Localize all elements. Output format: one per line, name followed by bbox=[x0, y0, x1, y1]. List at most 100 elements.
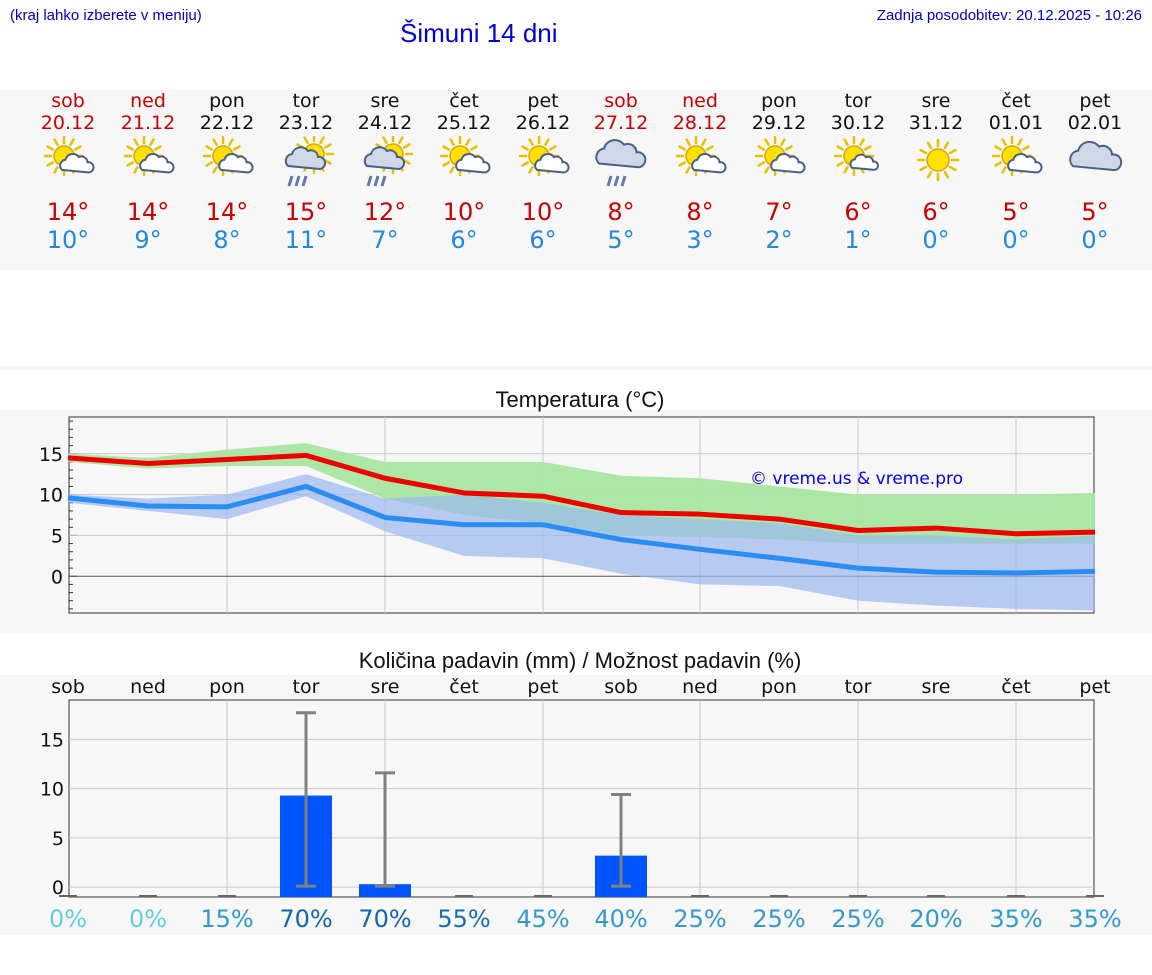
y-tick-label: 0 bbox=[51, 566, 63, 588]
sun-cloud-icon bbox=[991, 136, 1043, 177]
sun-cloud-rain-icon bbox=[284, 136, 335, 187]
y-tick-label: 15 bbox=[40, 729, 64, 751]
precip-probability: 25% bbox=[831, 905, 884, 933]
temperature-chart-title: Temperatura (°C) bbox=[495, 387, 665, 412]
precip-probability: 35% bbox=[989, 905, 1042, 933]
precipitation-chart: sob ned pon tor sre čet pet sob ned pon tor sre čet p… bbox=[40, 676, 1122, 933]
min-temperature: 10° bbox=[46, 226, 90, 254]
sun-small-cloud-icon bbox=[833, 136, 879, 177]
min-temperature: 11° bbox=[284, 226, 328, 254]
error-bar bbox=[611, 793, 631, 888]
min-temperature: 0° bbox=[922, 226, 950, 254]
max-temperature: 14° bbox=[205, 198, 249, 226]
precip-probability: 15% bbox=[200, 905, 253, 933]
error-bar bbox=[296, 711, 316, 888]
day-name: pon bbox=[761, 90, 797, 112]
cloud-icon bbox=[1069, 140, 1123, 172]
x-category-label: sob bbox=[51, 676, 85, 698]
day-date: 24.12 bbox=[357, 112, 413, 134]
error-bar bbox=[375, 771, 395, 888]
day-date: 01.01 bbox=[988, 112, 1044, 134]
x-category-label: pet bbox=[527, 676, 558, 698]
day-date: 30.12 bbox=[830, 112, 886, 134]
min-temperature: 6° bbox=[529, 226, 557, 254]
day-name: tor bbox=[292, 90, 320, 112]
min-temperature: 2° bbox=[765, 226, 793, 254]
max-temperature: 5° bbox=[1002, 198, 1030, 226]
min-temperature: 0° bbox=[1002, 226, 1030, 254]
precip-probability: 70% bbox=[279, 905, 332, 933]
max-temperature: 5° bbox=[1081, 198, 1109, 226]
y-tick-label: 15 bbox=[39, 444, 63, 466]
day-date: 20.12 bbox=[40, 112, 96, 134]
precip-probability: 0% bbox=[129, 905, 167, 933]
sun-cloud-icon bbox=[675, 136, 727, 177]
x-category-label: čet bbox=[449, 676, 479, 698]
day-name: sob bbox=[604, 90, 638, 112]
min-temperature: 7° bbox=[371, 226, 399, 254]
day-date: 26.12 bbox=[515, 112, 571, 134]
max-temperature-line bbox=[67, 452, 1096, 537]
temperature-chart: 0 5 10 15 © vreme.us & vreme.pro bbox=[39, 416, 1096, 614]
day-name: sre bbox=[921, 90, 951, 112]
day-date: 22.12 bbox=[199, 112, 255, 134]
day-name: pet bbox=[1079, 90, 1111, 112]
max-temperature: 14° bbox=[46, 198, 90, 226]
y-tick-label: 5 bbox=[52, 828, 64, 850]
x-category-label: ned bbox=[130, 676, 166, 698]
day-name: ned bbox=[130, 90, 166, 112]
region-hint: (kraj lahko izberete v meniju) bbox=[10, 7, 202, 24]
day-name: pet bbox=[527, 90, 559, 112]
min-temperature: 3° bbox=[686, 226, 714, 254]
day-date: 29.12 bbox=[751, 112, 807, 134]
y-tick-label: 10 bbox=[40, 779, 64, 801]
min-temperature: 0° bbox=[1081, 226, 1109, 254]
max-temperature: 7° bbox=[765, 198, 793, 226]
x-category-label: sre bbox=[371, 676, 400, 698]
max-temperature: 8° bbox=[607, 198, 635, 226]
y-tick-label: 0 bbox=[52, 877, 64, 899]
precip-probability: 45% bbox=[516, 905, 569, 933]
x-category-label: tor bbox=[845, 676, 872, 698]
precip-probability: 40% bbox=[594, 905, 647, 933]
precip-bar bbox=[359, 884, 411, 897]
precip-probability: 0% bbox=[49, 905, 87, 933]
max-temperature: 14° bbox=[126, 198, 170, 226]
day-name: sre bbox=[370, 90, 400, 112]
min-temperature: 1° bbox=[844, 226, 872, 254]
sun-cloud-icon bbox=[123, 136, 175, 177]
min-temperature: 8° bbox=[213, 226, 241, 254]
day-name: čet bbox=[1001, 90, 1031, 112]
day-date: 25.12 bbox=[436, 112, 492, 134]
precip-probability: 20% bbox=[909, 905, 962, 933]
day-name: ned bbox=[682, 90, 718, 112]
sun-icon bbox=[916, 138, 960, 182]
day-name: sob bbox=[51, 90, 85, 112]
day-date: 27.12 bbox=[593, 112, 649, 134]
cloud-rain-icon bbox=[595, 139, 647, 187]
precip-probability: 25% bbox=[752, 905, 805, 933]
precipitation-chart-title: Količina padavin (mm) / Možnost padavin … bbox=[358, 648, 802, 673]
sun-cloud-icon bbox=[518, 136, 570, 177]
y-tick-label: 10 bbox=[39, 485, 63, 507]
max-temperature: 8° bbox=[686, 198, 714, 226]
day-date: 23.12 bbox=[278, 112, 334, 134]
watermark: © vreme.us & vreme.pro bbox=[750, 469, 963, 489]
precip-probability: 70% bbox=[358, 905, 411, 933]
sun-cloud-icon bbox=[754, 136, 806, 177]
sun-cloud-icon bbox=[202, 136, 254, 177]
min-range-band bbox=[68, 474, 1095, 611]
last-update: Zadnja posodobitev: 20.12.2025 - 10:26 bbox=[876, 7, 1142, 24]
x-category-label: pet bbox=[1079, 676, 1110, 698]
plot-area bbox=[68, 699, 1095, 898]
daily-forecast-strip: sob 20.12 14° 10° ned 21.12 14° 9° pon 22.12 14° 8°… bbox=[0, 90, 1152, 270]
max-range-band bbox=[68, 443, 1095, 544]
y-tick-label: 5 bbox=[51, 525, 63, 547]
page-title: Šimuni 14 dni bbox=[400, 18, 558, 48]
day-name: tor bbox=[844, 90, 872, 112]
divider bbox=[0, 366, 1152, 370]
x-category-label: sre bbox=[922, 676, 951, 698]
x-category-label: pon bbox=[761, 676, 797, 698]
x-category-label: ned bbox=[682, 676, 718, 698]
day-date: 21.12 bbox=[120, 112, 176, 134]
